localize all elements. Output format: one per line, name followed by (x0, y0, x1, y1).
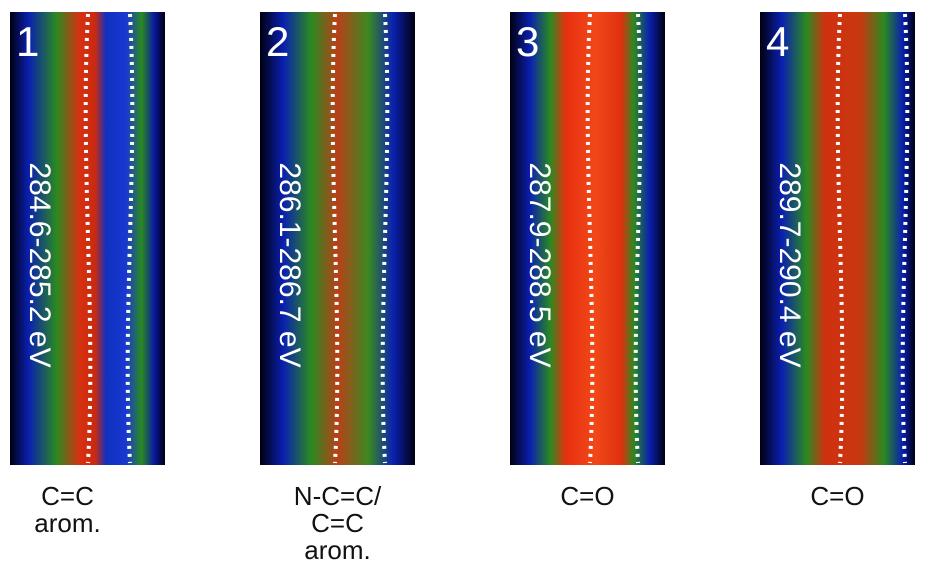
bond-label: C=O (560, 481, 614, 511)
panel-number: 4 (766, 18, 789, 65)
panel: 4 289.7-290.4 eV C=O (760, 12, 915, 511)
energy-range: 287.9-288.5 eV (523, 162, 556, 367)
figure: 1284.6-285.2 eVC=Carom.2286.1-286.7 eVN-… (0, 0, 948, 576)
bond-label: C=O (810, 481, 864, 511)
panel-number: 2 (266, 18, 289, 65)
panel-number: 3 (516, 18, 539, 65)
bond-label: C=C (311, 508, 364, 538)
energy-range: 289.7-290.4 eV (773, 162, 806, 367)
energy-range: 286.1-286.7 eV (273, 162, 306, 367)
bond-label: N-C=C/ (294, 481, 382, 511)
panel-number: 1 (16, 18, 39, 65)
energy-range: 284.6-285.2 eV (23, 162, 56, 367)
bond-label: arom. (304, 535, 370, 565)
panel: 3 287.9-288.5 eV C=O (510, 12, 665, 511)
bond-label: arom. (34, 508, 100, 538)
bond-label: C=C (41, 481, 94, 511)
